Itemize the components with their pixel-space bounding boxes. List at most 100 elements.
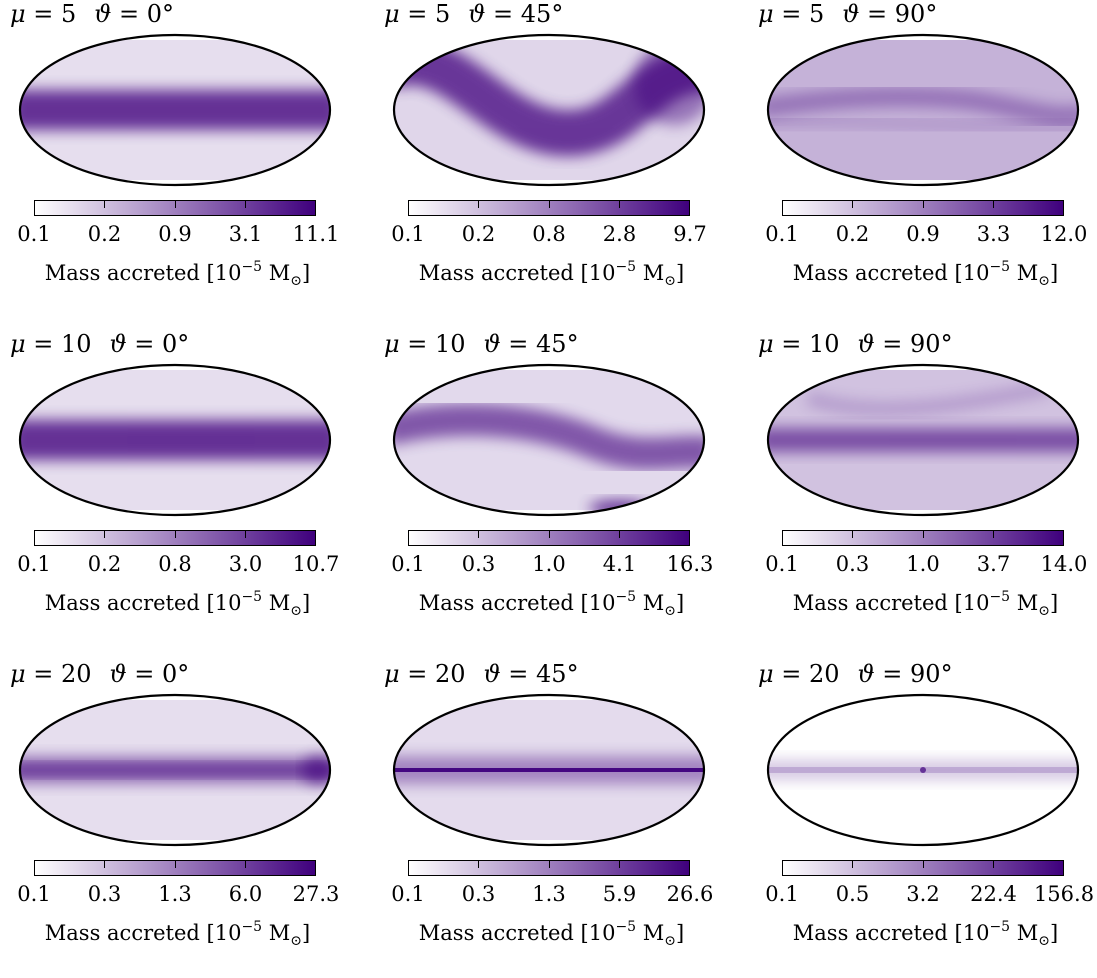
colorbar-tick-mark (548, 861, 550, 868)
accretion-band (20, 420, 330, 460)
label-suffix: ] (1050, 921, 1059, 945)
colorbar-tick-mark (852, 861, 853, 868)
label-prefix: Mass accreted [10 (44, 921, 242, 945)
colorbar-tick-mark (174, 531, 176, 538)
theta-symbol: ϑ (468, 0, 486, 28)
mu-symbol: μ (384, 0, 400, 28)
colorbar-tick-mark (174, 861, 176, 868)
colorbar-label: Mass accreted [10−5 M⊙] (374, 589, 729, 619)
theta-value: = 45° (500, 330, 579, 358)
colorbar-tick-label: 156.8 (1033, 882, 1095, 906)
chart-panel: μ = 5 ϑ = 90° 0.1 0.2 0.9 3.3 12.0 Mass accrete… (748, 0, 1097, 318)
sky-map (18, 33, 332, 187)
sky-map (18, 693, 332, 847)
colorbar-tick-label: 26.6 (666, 882, 714, 906)
colorbar-tick-label: 27.3 (292, 882, 340, 906)
colorbar-tick-mark (922, 861, 924, 868)
mu-value: = 5 (25, 0, 77, 28)
map-heat (20, 40, 330, 180)
label-exponent: −5 (989, 589, 1011, 605)
theta-value: = 0° (126, 330, 190, 358)
chart-panel: μ = 5 ϑ = 45° 0.1 0.2 0.8 2.8 9.7 Mass accreted… (374, 0, 749, 318)
colorbar-label: Mass accreted [10−5 M⊙] (374, 919, 729, 949)
label-prefix: Mass accreted [10 (44, 261, 242, 285)
colorbar-tick-mark (245, 861, 246, 868)
mu-value: = 10 (399, 330, 466, 358)
accretion-line (394, 768, 704, 772)
map-outline (18, 363, 332, 517)
colorbar-tick-mark (922, 531, 924, 538)
label-suffix: ] (676, 261, 685, 285)
panel-title: μ = 20 ϑ = 0° (10, 660, 189, 688)
colorbar-tick-label: 10.7 (292, 552, 340, 576)
colorbar-tick-label: 3.2 (906, 882, 940, 906)
colorbar-tick-label: 2.8 (602, 222, 637, 246)
theta-symbol: ϑ (109, 660, 127, 688)
accretion-filament (805, 381, 1050, 416)
map-heat (768, 40, 1078, 180)
colorbar-tick-label: 3.3 (976, 222, 1011, 246)
map-heat (394, 39, 704, 180)
colorbar-tick-mark (922, 201, 924, 208)
colorbar-tick-mark (548, 201, 550, 208)
mu-value: = 10 (773, 330, 840, 358)
label-unit-sub: ⊙ (664, 933, 677, 949)
colorbar-label: Mass accreted [10−5 M⊙] (748, 589, 1097, 619)
label-exponent: −5 (241, 589, 263, 605)
label-exponent: −5 (241, 259, 263, 275)
theta-symbol: ϑ (857, 330, 875, 358)
colorbar-tick-label: 3.0 (228, 552, 263, 576)
map-background (768, 35, 1078, 185)
chart-panel: μ = 20 ϑ = 90° 0.1 0.5 3.2 22.4 156.8 Mass accr… (748, 660, 1097, 978)
mu-value: = 10 (25, 330, 92, 358)
accretion-band (768, 428, 1078, 452)
colorbar-tick-mark (104, 531, 105, 538)
theta-value: = 90° (874, 660, 953, 688)
colorbar-tick-label: 5.9 (602, 882, 637, 906)
label-unit: M (636, 921, 665, 945)
colorbar-tick-label: 0.5 (835, 882, 870, 906)
colorbar-tick-mark (619, 201, 620, 208)
label-unit: M (262, 261, 291, 285)
colorbar-tick-label: 0.1 (391, 552, 425, 576)
colorbar-tick-mark (478, 531, 479, 538)
colorbar-tick-label: 0.2 (835, 222, 870, 246)
theta-symbol: ϑ (483, 660, 501, 688)
colorbar-ticks: 0.1 0.2 0.8 3.0 10.7 (0, 552, 375, 580)
colorbar (408, 200, 690, 216)
colorbar-tick-mark (245, 531, 246, 538)
colorbar-tick-label: 0.3 (461, 552, 496, 576)
theta-value: = 45° (500, 660, 579, 688)
panel-title: μ = 10 ϑ = 0° (10, 330, 189, 358)
accretion-band-core (20, 765, 330, 775)
colorbar-tick-label: 0.8 (532, 222, 566, 246)
colorbar-tick-label: 0.9 (158, 222, 192, 246)
colorbar-ticks: 0.1 0.3 1.0 4.1 16.3 (374, 552, 749, 580)
figure-grid: μ = 5 ϑ = 0° 0.1 0.2 0.9 3.1 11.1 Mass accreted… (0, 0, 1097, 949)
mu-symbol: μ (758, 0, 774, 28)
label-unit-sub: ⊙ (1038, 933, 1051, 949)
label-suffix: ] (1050, 591, 1059, 615)
mu-symbol: μ (384, 330, 400, 358)
label-unit: M (636, 591, 665, 615)
mu-symbol: μ (10, 660, 26, 688)
accretion-band (768, 86, 1078, 127)
label-unit-sub: ⊙ (290, 603, 303, 619)
colorbar-label: Mass accreted [10−5 M⊙] (0, 259, 355, 289)
colorbar-tick-label: 0.9 (906, 222, 940, 246)
colorbar-tick-label: 0.3 (835, 552, 870, 576)
colorbar-ticks: 0.1 0.5 3.2 22.4 156.8 (748, 882, 1097, 910)
label-suffix: ] (676, 591, 685, 615)
panel-title: μ = 10 ϑ = 45° (384, 330, 579, 358)
mu-value: = 5 (399, 0, 451, 28)
colorbar (408, 860, 690, 876)
colorbar-label: Mass accreted [10−5 M⊙] (0, 919, 355, 949)
colorbar-tick-label: 3.7 (976, 552, 1011, 576)
colorbar-ticks: 0.1 0.3 1.3 6.0 27.3 (0, 882, 375, 910)
label-prefix: Mass accreted [10 (418, 261, 616, 285)
panel-title: μ = 20 ϑ = 90° (758, 660, 953, 688)
colorbar-tick-label: 12.0 (1040, 222, 1088, 246)
colorbar-ticks: 0.1 0.3 1.3 5.9 26.6 (374, 882, 749, 910)
colorbar-tick-label: 1.3 (532, 882, 566, 906)
map-heat (394, 700, 704, 840)
